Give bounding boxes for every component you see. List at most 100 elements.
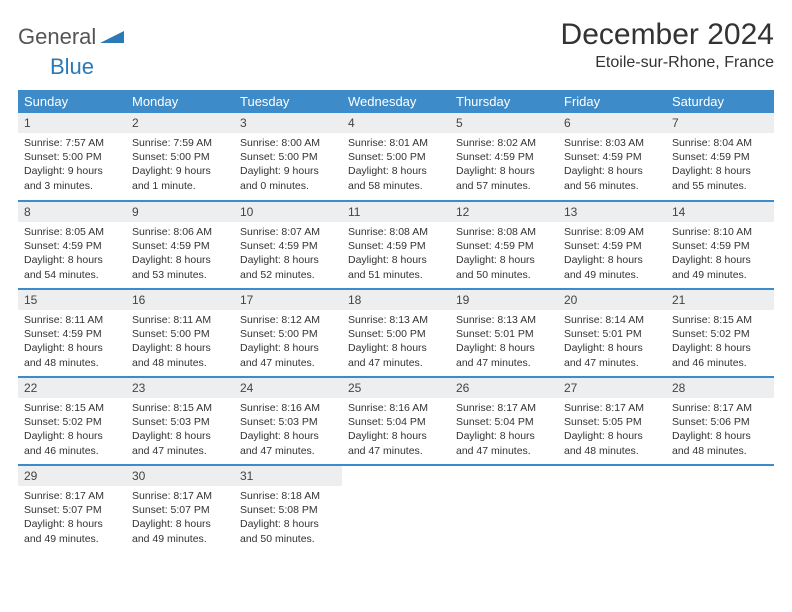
daylight-text: Daylight: 8 hours and 54 minutes. (24, 253, 120, 281)
day-number: 5 (450, 113, 558, 133)
sunrise-text: Sunrise: 8:17 AM (456, 401, 552, 415)
daylight-text: Daylight: 8 hours and 52 minutes. (240, 253, 336, 281)
daylight-text: Daylight: 9 hours and 1 minute. (132, 164, 228, 192)
day-details: Sunrise: 8:09 AMSunset: 4:59 PMDaylight:… (558, 222, 666, 286)
calendar-cell: 19Sunrise: 8:13 AMSunset: 5:01 PMDayligh… (450, 289, 558, 377)
day-number: 18 (342, 290, 450, 310)
calendar-cell: 3Sunrise: 8:00 AMSunset: 5:00 PMDaylight… (234, 113, 342, 201)
day-details: Sunrise: 8:05 AMSunset: 4:59 PMDaylight:… (18, 222, 126, 286)
daylight-text: Daylight: 8 hours and 47 minutes. (132, 429, 228, 457)
calendar-cell: 26Sunrise: 8:17 AMSunset: 5:04 PMDayligh… (450, 377, 558, 465)
sunrise-text: Sunrise: 8:16 AM (240, 401, 336, 415)
sunrise-text: Sunrise: 8:12 AM (240, 313, 336, 327)
sunset-text: Sunset: 4:59 PM (348, 239, 444, 253)
day-details: Sunrise: 8:17 AMSunset: 5:04 PMDaylight:… (450, 398, 558, 462)
calendar-cell: 4Sunrise: 8:01 AMSunset: 5:00 PMDaylight… (342, 113, 450, 201)
day-number: 1 (18, 113, 126, 133)
day-number: 30 (126, 466, 234, 486)
sunset-text: Sunset: 5:06 PM (672, 415, 768, 429)
sunset-text: Sunset: 4:59 PM (564, 239, 660, 253)
day-number: 29 (18, 466, 126, 486)
sunrise-text: Sunrise: 8:02 AM (456, 136, 552, 150)
calendar-cell (342, 465, 450, 553)
sunrise-text: Sunrise: 8:08 AM (456, 225, 552, 239)
daylight-text: Daylight: 8 hours and 47 minutes. (348, 429, 444, 457)
daylight-text: Daylight: 8 hours and 47 minutes. (564, 341, 660, 369)
day-number: 28 (666, 378, 774, 398)
sunset-text: Sunset: 5:00 PM (132, 327, 228, 341)
daylight-text: Daylight: 8 hours and 47 minutes. (456, 341, 552, 369)
sunset-text: Sunset: 5:00 PM (240, 327, 336, 341)
sunrise-text: Sunrise: 8:13 AM (456, 313, 552, 327)
sunrise-text: Sunrise: 8:17 AM (24, 489, 120, 503)
calendar-cell: 5Sunrise: 8:02 AMSunset: 4:59 PMDaylight… (450, 113, 558, 201)
sunrise-text: Sunrise: 8:10 AM (672, 225, 768, 239)
daylight-text: Daylight: 8 hours and 50 minutes. (456, 253, 552, 281)
sunrise-text: Sunrise: 8:07 AM (240, 225, 336, 239)
daylight-text: Daylight: 8 hours and 51 minutes. (348, 253, 444, 281)
day-header: Monday (126, 90, 234, 113)
sunset-text: Sunset: 5:07 PM (132, 503, 228, 517)
sunset-text: Sunset: 4:59 PM (672, 239, 768, 253)
day-details: Sunrise: 8:04 AMSunset: 4:59 PMDaylight:… (666, 133, 774, 197)
sunset-text: Sunset: 4:59 PM (132, 239, 228, 253)
sunrise-text: Sunrise: 8:17 AM (672, 401, 768, 415)
day-header-row: Sunday Monday Tuesday Wednesday Thursday… (18, 90, 774, 113)
sunrise-text: Sunrise: 8:09 AM (564, 225, 660, 239)
calendar-cell: 2Sunrise: 7:59 AMSunset: 5:00 PMDaylight… (126, 113, 234, 201)
day-details: Sunrise: 8:17 AMSunset: 5:07 PMDaylight:… (18, 486, 126, 550)
calendar-week-row: 1Sunrise: 7:57 AMSunset: 5:00 PMDaylight… (18, 113, 774, 201)
daylight-text: Daylight: 8 hours and 49 minutes. (672, 253, 768, 281)
calendar-cell: 21Sunrise: 8:15 AMSunset: 5:02 PMDayligh… (666, 289, 774, 377)
logo-text-general: General (18, 24, 96, 50)
day-details: Sunrise: 8:15 AMSunset: 5:02 PMDaylight:… (666, 310, 774, 374)
calendar-cell: 1Sunrise: 7:57 AMSunset: 5:00 PMDaylight… (18, 113, 126, 201)
day-number: 16 (126, 290, 234, 310)
calendar-cell: 7Sunrise: 8:04 AMSunset: 4:59 PMDaylight… (666, 113, 774, 201)
day-details: Sunrise: 8:16 AMSunset: 5:04 PMDaylight:… (342, 398, 450, 462)
day-number: 6 (558, 113, 666, 133)
calendar-cell: 11Sunrise: 8:08 AMSunset: 4:59 PMDayligh… (342, 201, 450, 289)
day-number: 9 (126, 202, 234, 222)
sunset-text: Sunset: 5:02 PM (672, 327, 768, 341)
sunset-text: Sunset: 5:03 PM (240, 415, 336, 429)
daylight-text: Daylight: 8 hours and 58 minutes. (348, 164, 444, 192)
day-details: Sunrise: 8:15 AMSunset: 5:02 PMDaylight:… (18, 398, 126, 462)
day-details: Sunrise: 8:08 AMSunset: 4:59 PMDaylight:… (450, 222, 558, 286)
day-details: Sunrise: 8:01 AMSunset: 5:00 PMDaylight:… (342, 133, 450, 197)
sunset-text: Sunset: 4:59 PM (456, 239, 552, 253)
day-number: 17 (234, 290, 342, 310)
sunset-text: Sunset: 4:59 PM (564, 150, 660, 164)
daylight-text: Daylight: 8 hours and 47 minutes. (240, 341, 336, 369)
daylight-text: Daylight: 8 hours and 46 minutes. (24, 429, 120, 457)
calendar-week-row: 15Sunrise: 8:11 AMSunset: 4:59 PMDayligh… (18, 289, 774, 377)
logo-text-blue: Blue (50, 54, 792, 80)
day-details: Sunrise: 8:11 AMSunset: 4:59 PMDaylight:… (18, 310, 126, 374)
daylight-text: Daylight: 8 hours and 55 minutes. (672, 164, 768, 192)
sunset-text: Sunset: 4:59 PM (24, 327, 120, 341)
sunrise-text: Sunrise: 8:15 AM (24, 401, 120, 415)
day-details: Sunrise: 8:16 AMSunset: 5:03 PMDaylight:… (234, 398, 342, 462)
calendar-cell: 27Sunrise: 8:17 AMSunset: 5:05 PMDayligh… (558, 377, 666, 465)
day-number: 15 (18, 290, 126, 310)
day-details: Sunrise: 8:06 AMSunset: 4:59 PMDaylight:… (126, 222, 234, 286)
sunset-text: Sunset: 4:59 PM (240, 239, 336, 253)
sunrise-text: Sunrise: 8:15 AM (132, 401, 228, 415)
calendar-cell (666, 465, 774, 553)
calendar-week-row: 29Sunrise: 8:17 AMSunset: 5:07 PMDayligh… (18, 465, 774, 553)
sunset-text: Sunset: 5:00 PM (240, 150, 336, 164)
day-number: 23 (126, 378, 234, 398)
sunrise-text: Sunrise: 8:17 AM (564, 401, 660, 415)
month-title: December 2024 (561, 18, 774, 52)
calendar-week-row: 8Sunrise: 8:05 AMSunset: 4:59 PMDaylight… (18, 201, 774, 289)
day-number: 4 (342, 113, 450, 133)
calendar-cell: 15Sunrise: 8:11 AMSunset: 4:59 PMDayligh… (18, 289, 126, 377)
day-details: Sunrise: 8:11 AMSunset: 5:00 PMDaylight:… (126, 310, 234, 374)
calendar-cell: 30Sunrise: 8:17 AMSunset: 5:07 PMDayligh… (126, 465, 234, 553)
daylight-text: Daylight: 8 hours and 49 minutes. (564, 253, 660, 281)
calendar-cell: 23Sunrise: 8:15 AMSunset: 5:03 PMDayligh… (126, 377, 234, 465)
day-number: 10 (234, 202, 342, 222)
day-details: Sunrise: 8:15 AMSunset: 5:03 PMDaylight:… (126, 398, 234, 462)
sunset-text: Sunset: 5:00 PM (132, 150, 228, 164)
daylight-text: Daylight: 9 hours and 3 minutes. (24, 164, 120, 192)
